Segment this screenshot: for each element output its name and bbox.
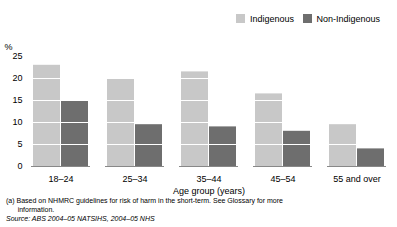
svg-text:25–34: 25–34: [122, 173, 147, 183]
svg-text:45–54: 45–54: [270, 173, 295, 183]
svg-text:55 and over: 55 and over: [333, 173, 381, 183]
svg-text:%: %: [5, 41, 13, 51]
svg-text:18–24: 18–24: [48, 173, 73, 183]
html-text:(a) Based on NHMRC guidelines: (a) Based on NHMRC guidelines for risk o…: [6, 196, 283, 204]
html-text:Non-Indigenous: Non-Indigenous: [316, 13, 380, 24]
html-text:information.: information.: [6, 205, 55, 213]
html-text:Source: ABS 2004–05 NATSIHS, 2: Source: ABS 2004–05 NATSIHS, 2004–05 NHS: [6, 214, 155, 222]
svg-text:35–44: 35–44: [196, 173, 221, 183]
svg-text:0: 0: [17, 161, 22, 171]
svg-text:20: 20: [12, 73, 22, 83]
svg-text:25: 25: [12, 51, 22, 61]
html-text:Indigenous: Indigenous: [249, 13, 294, 24]
svg-text:15: 15: [12, 95, 22, 105]
svg-text:5: 5: [17, 139, 22, 149]
svg-text:Age group (years): Age group (years): [173, 185, 245, 195]
svg-text:10: 10: [12, 117, 22, 127]
